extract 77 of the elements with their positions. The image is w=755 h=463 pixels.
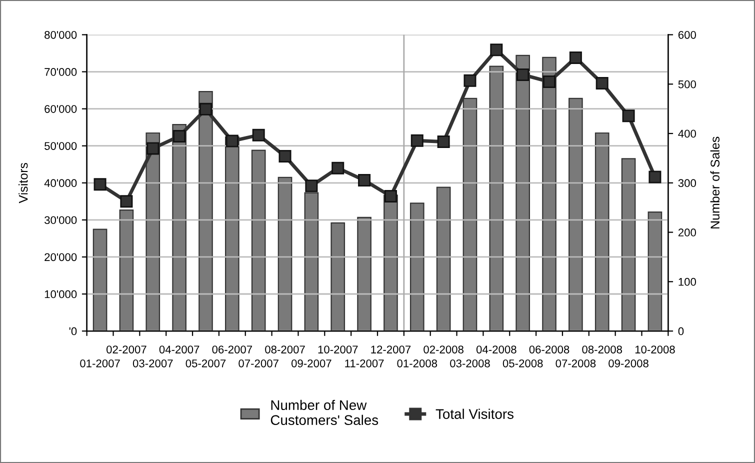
point — [226, 134, 238, 148]
y-tick-label: '0 — [69, 327, 77, 336]
x-tick-label: 01-2008 — [397, 359, 438, 368]
x-tick-label: 06-2008 — [529, 346, 570, 354]
y-tick-label: 70'000 — [44, 68, 77, 76]
bar — [278, 176, 292, 332]
point — [622, 110, 635, 122]
point — [410, 134, 424, 147]
bar — [357, 216, 372, 332]
x-tick-label: 01-2007 — [80, 359, 120, 368]
point — [358, 174, 371, 187]
legend-label: Number of New Customers' Sales — [270, 400, 378, 426]
bar — [621, 158, 636, 332]
point — [596, 76, 608, 90]
point — [648, 170, 662, 184]
y-tick-label: 50'000 — [44, 142, 77, 150]
point — [516, 68, 530, 81]
bar — [410, 202, 424, 332]
x-tick-label: 10-2008 — [635, 346, 675, 354]
point — [384, 190, 397, 202]
point — [437, 136, 450, 148]
y-tick-label: 10'000 — [44, 290, 77, 298]
x-tick-label: 09-2008 — [608, 359, 648, 368]
point — [173, 130, 186, 142]
x-tick-label: 11-2007 — [345, 359, 384, 368]
x-tick-label: 05-2007 — [186, 359, 226, 368]
y2-tick-label: 0 — [678, 327, 684, 336]
bar — [92, 228, 108, 332]
point — [490, 44, 503, 56]
y-tick-label: 20'000 — [44, 253, 77, 262]
point — [146, 142, 160, 155]
x-tick-label: 02-2007 — [106, 346, 146, 354]
point — [94, 178, 106, 191]
x-tick-label: 03-2008 — [450, 359, 490, 368]
y2-tick-label: 200 — [678, 228, 696, 236]
bar — [119, 209, 134, 332]
y-tick-label: 30'000 — [44, 216, 77, 224]
x-tick-label: 09-2007 — [291, 359, 332, 368]
y-tick-label: 80'000 — [44, 30, 77, 39]
x-tick-label: 08-2007 — [265, 346, 305, 354]
y2-tick-label: 600 — [678, 30, 696, 39]
x-tick-label: 08-2008 — [582, 346, 622, 354]
bar — [436, 186, 451, 332]
bar — [251, 150, 266, 332]
bar — [648, 211, 662, 332]
y-axis-title: Visitors — [18, 162, 28, 204]
y-tick-label: 40'000 — [44, 179, 77, 188]
point — [278, 150, 292, 162]
legend-label: Total Visitors — [436, 408, 514, 419]
bar — [568, 98, 583, 332]
x-tick-label: 10-2007 — [318, 346, 358, 354]
x-tick-label: 07-2008 — [556, 359, 596, 368]
y2-tick-label: 400 — [678, 130, 696, 138]
bar — [489, 66, 504, 332]
x-tick-label: 04-2007 — [159, 346, 200, 354]
bar — [594, 132, 610, 332]
point — [332, 162, 344, 174]
point — [305, 180, 318, 192]
x-tick-label: 06-2007 — [212, 346, 252, 354]
y2-tick-label: 300 — [678, 179, 696, 188]
y2-tick-label: 500 — [678, 80, 696, 88]
x-tick-label: 05-2008 — [502, 359, 543, 368]
point — [464, 74, 476, 87]
x-tick-label: 04-2008 — [476, 346, 516, 354]
y2-axis-title: Number of Sales — [710, 136, 720, 228]
x-tick-label: 12-2007 — [371, 346, 411, 354]
point — [120, 195, 133, 208]
x-tick-label: 03-2007 — [132, 359, 173, 368]
point — [199, 102, 212, 116]
x-tick-label: 02-2008 — [424, 346, 464, 354]
y-tick-label: 60'000 — [44, 105, 77, 113]
point — [543, 76, 556, 88]
bar — [330, 222, 346, 332]
y2-tick-label: 100 — [678, 278, 696, 286]
point — [252, 128, 265, 142]
point — [569, 51, 582, 64]
x-tick-label: 07-2007 — [238, 359, 278, 368]
